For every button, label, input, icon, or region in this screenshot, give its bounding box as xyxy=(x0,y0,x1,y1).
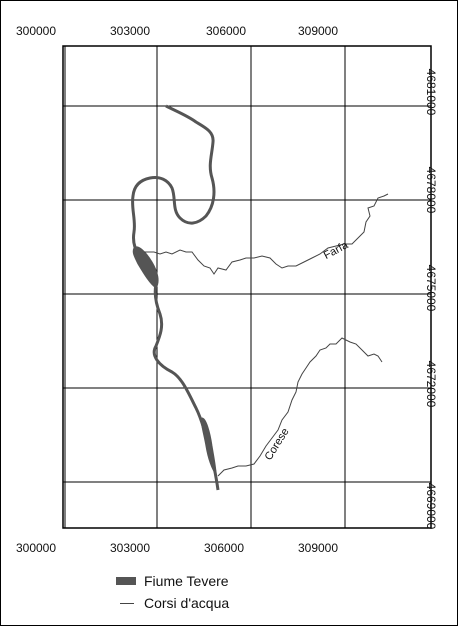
x-tick-bottom-309000: 309000 xyxy=(297,541,339,555)
corese-stream xyxy=(217,337,383,477)
legend-label-tevere: Fiume Tevere xyxy=(144,573,229,589)
x-tick-top-300000: 300000 xyxy=(15,24,57,38)
streams-swatch xyxy=(120,602,134,604)
tevere-wide-section-north xyxy=(132,246,159,289)
y-tick-right-4672000: 4672000 xyxy=(424,360,438,408)
x-tick-bottom-300000: 300000 xyxy=(15,541,57,555)
tevere-swatch xyxy=(116,577,136,585)
legend-item-tevere: Fiume Tevere xyxy=(116,570,229,592)
x-tick-top-306000: 306000 xyxy=(205,24,247,38)
map-neatline xyxy=(62,45,432,529)
tevere-river xyxy=(131,104,220,491)
tevere-wide-section-south xyxy=(201,417,217,476)
y-tick-right-4669000: 4669000 xyxy=(424,482,438,530)
legend-label-streams: Corsi d'acqua xyxy=(144,595,230,611)
x-tick-top-303000: 303000 xyxy=(109,24,151,38)
y-tick-right-4678000: 4678000 xyxy=(424,166,438,214)
legend-item-streams: Corsi d'acqua xyxy=(116,592,229,614)
legend: Fiume Tevere Corsi d'acqua xyxy=(116,570,229,614)
x-tick-top-309000: 309000 xyxy=(297,24,339,38)
x-tick-bottom-306000: 306000 xyxy=(203,541,245,555)
farfa-stream xyxy=(144,193,389,275)
y-tick-right-4681000: 4681000 xyxy=(424,68,438,116)
x-tick-bottom-303000: 303000 xyxy=(109,541,151,555)
y-tick-right-4675000: 4675000 xyxy=(424,264,438,312)
